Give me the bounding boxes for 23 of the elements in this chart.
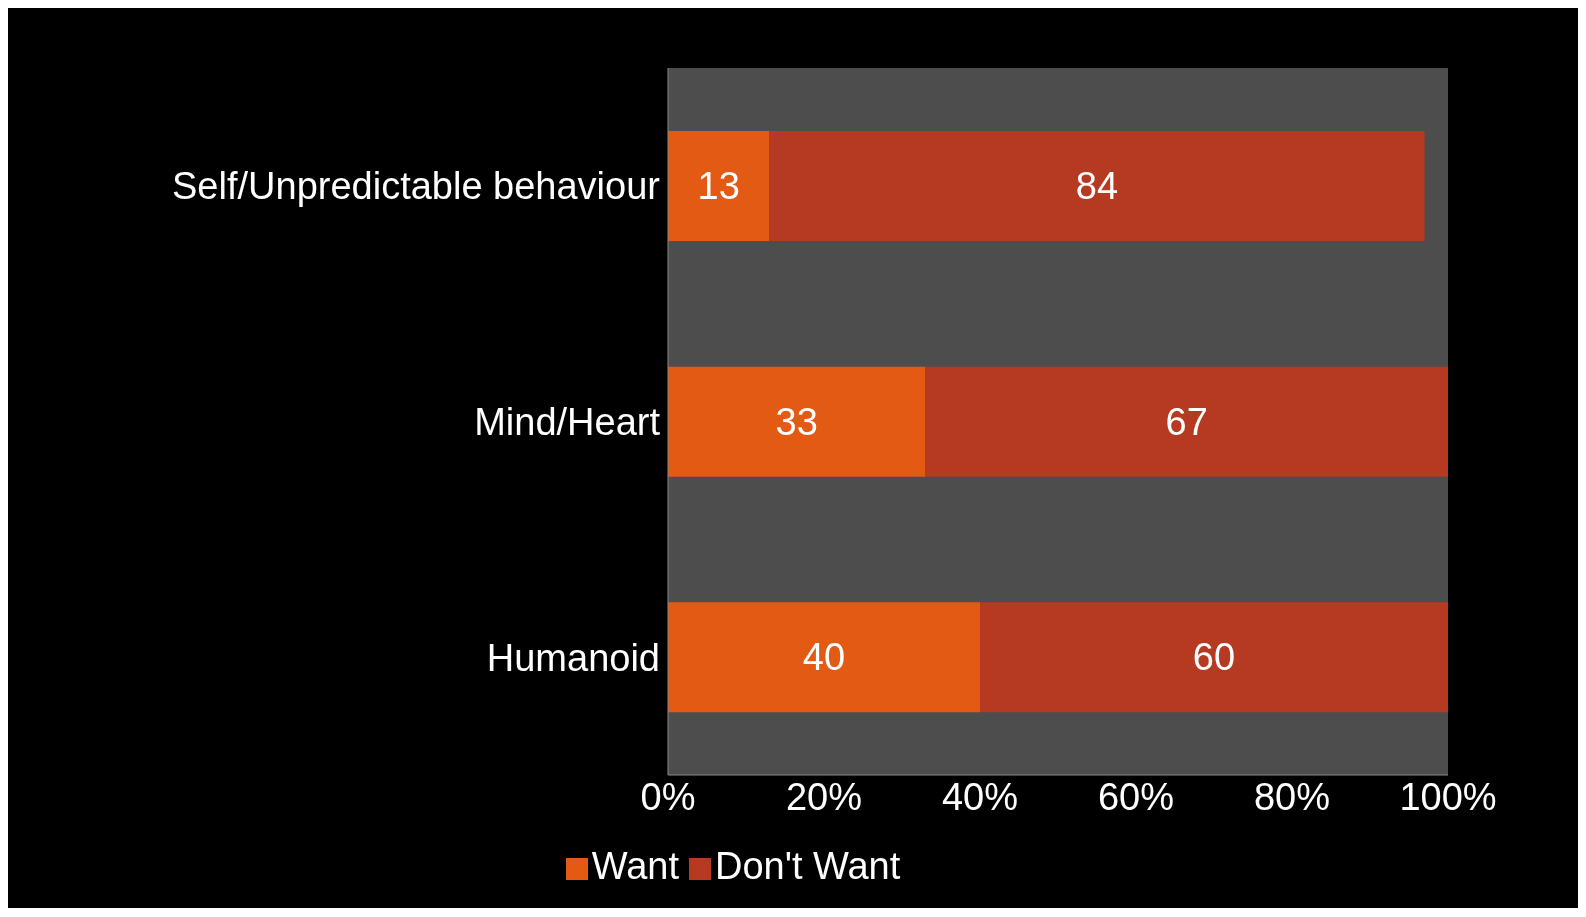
y-tick-label: Mind/Heart xyxy=(474,400,661,443)
data-label: 33 xyxy=(775,400,818,443)
data-label: 60 xyxy=(1192,636,1236,679)
x-tick-label: 40% xyxy=(941,775,1019,818)
x-tick-label: 0% xyxy=(640,775,696,818)
data-label: 84 xyxy=(1075,165,1119,207)
x-tick-label: 80% xyxy=(1253,775,1331,818)
y-tick-label: Humanoid xyxy=(486,636,660,679)
bar xyxy=(668,602,980,713)
bar xyxy=(925,366,1448,477)
legend-label: Don't Want xyxy=(714,845,901,887)
legend-label: Want xyxy=(591,845,679,887)
x-tick-label: 100% xyxy=(1399,775,1497,818)
x-tick-label: 60% xyxy=(1097,775,1175,818)
x-tick-label: 20% xyxy=(785,775,863,818)
data-label: 13 xyxy=(697,165,740,207)
y-tick-label: Self/Unpredictable behaviour xyxy=(172,165,661,208)
bar xyxy=(980,602,1448,713)
bar xyxy=(668,131,770,241)
data-label: 67 xyxy=(1165,400,1208,443)
data-label: 40 xyxy=(802,636,846,679)
bar xyxy=(668,366,926,477)
bar xyxy=(769,131,1425,241)
